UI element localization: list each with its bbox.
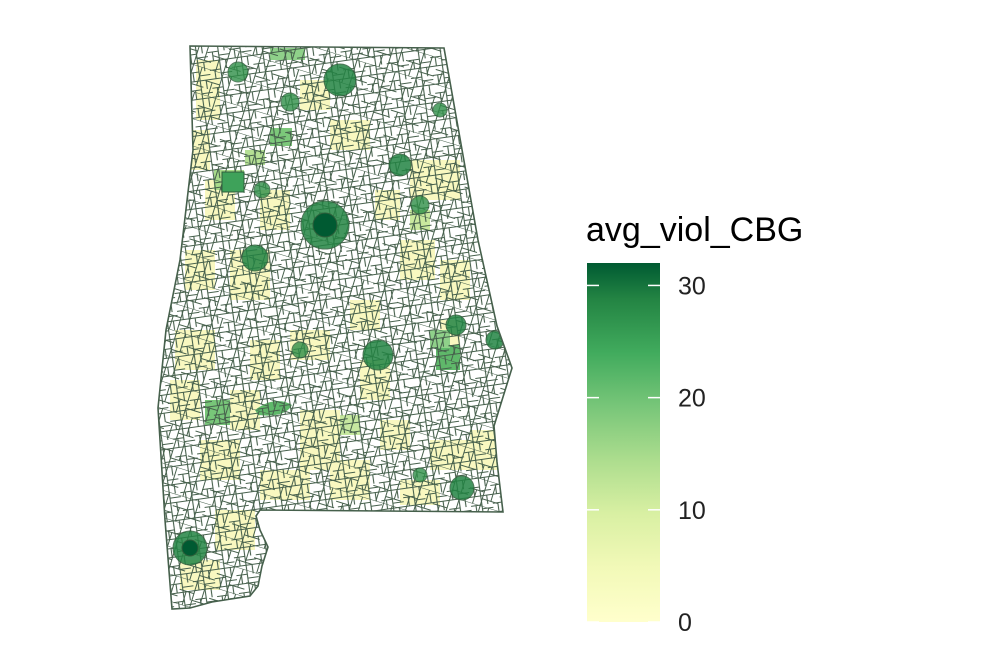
color-legend: avg_viol_CBG 0 10 20 30 <box>586 211 803 637</box>
legend-tick-label: 0 <box>678 609 692 637</box>
legend-colorbar <box>587 263 660 622</box>
hotspot-auburn <box>445 314 467 336</box>
hotspot-dothan <box>449 475 475 501</box>
hotspot-tuscaloosa <box>241 244 269 272</box>
legend-ticks: 0 10 20 30 <box>587 272 706 637</box>
hotspot-montgomery <box>362 339 394 371</box>
alabama-map <box>157 45 513 610</box>
legend-title: avg_viol_CBG <box>586 211 803 249</box>
hotspot-decatur <box>280 92 300 112</box>
hotspot-fort-payne <box>432 102 448 118</box>
hotspot-selma <box>291 341 309 359</box>
hotspot-florence <box>227 61 249 83</box>
urban-hotspots <box>172 61 505 566</box>
legend-tick-label: 20 <box>678 385 706 413</box>
legend-tick-label: 30 <box>678 272 706 300</box>
legend-tick-label: 10 <box>678 497 706 525</box>
hotspot-enterprise <box>412 467 428 483</box>
hotspot-anniston <box>410 195 430 215</box>
hotspot-huntsville <box>323 63 357 97</box>
state-outline <box>157 45 513 610</box>
block-groups <box>158 46 512 609</box>
hotspot-jasper <box>253 181 271 199</box>
hotspot-gadsden <box>388 153 412 177</box>
